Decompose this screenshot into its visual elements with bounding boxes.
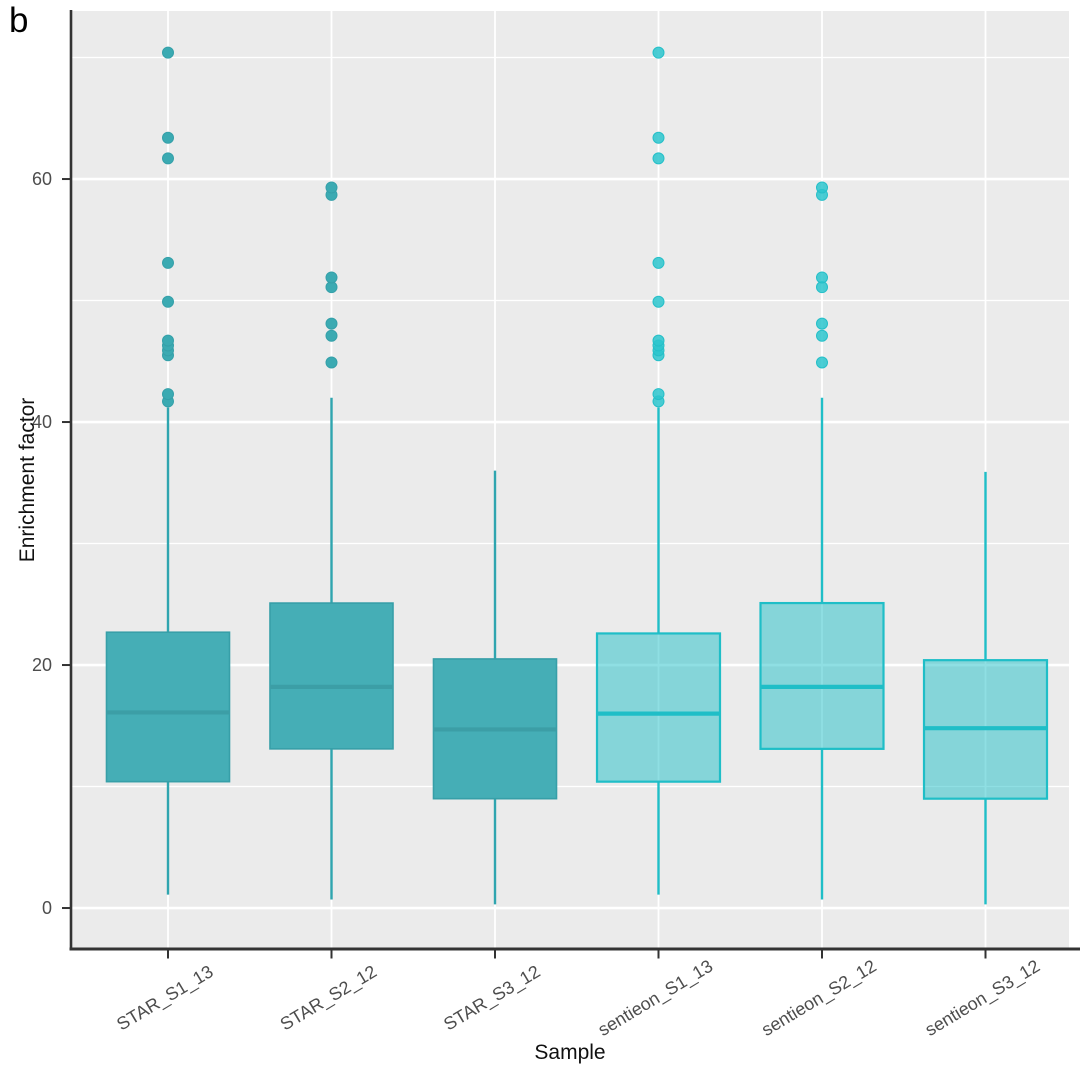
iqr-box <box>595 632 722 783</box>
y-tick-label: 20 <box>32 655 52 675</box>
iqr-box <box>759 601 885 750</box>
outlier-dot <box>162 388 174 401</box>
outlier-dot <box>162 295 174 308</box>
outlier-dot <box>816 271 828 284</box>
x-tick-label: STAR_S1_13 <box>113 961 217 1035</box>
x-tick-label: STAR_S3_12 <box>440 961 544 1035</box>
panel-label: b <box>9 1 29 40</box>
outlier-dot <box>325 181 338 194</box>
x-tick-label: sentieon_S3_12 <box>921 956 1043 1041</box>
outlier-dot <box>652 388 665 401</box>
outlier-dot <box>652 46 665 59</box>
x-tick-label: sentieon_S1_13 <box>594 956 716 1041</box>
iqr-box <box>105 631 231 783</box>
outlier-dot <box>325 329 338 342</box>
outlier-dot <box>816 356 828 369</box>
iqr-box <box>269 602 394 750</box>
x-tick-label: STAR_S2_12 <box>277 961 381 1035</box>
y-tick-label: 0 <box>42 898 52 918</box>
outlier-dot <box>652 131 665 144</box>
outlier-dot <box>162 131 174 144</box>
y-axis-title: Enrichment factor <box>16 397 39 563</box>
outlier-dot <box>816 329 828 342</box>
x-axis-title: Sample <box>534 1041 606 1064</box>
outlier-dot <box>162 152 174 165</box>
outlier-dot <box>325 356 338 369</box>
outlier-dot <box>325 317 338 330</box>
outlier-dot <box>162 256 174 269</box>
outlier-dot <box>816 181 828 194</box>
boxplot-sentieon_S1_13 <box>595 46 722 895</box>
outlier-dot <box>162 334 174 347</box>
plot-panel <box>72 11 1069 948</box>
outlier-dot <box>162 46 174 59</box>
boxplot-STAR_S3_12 <box>432 470 558 905</box>
boxplot-STAR_S2_12 <box>269 181 394 900</box>
y-tick-label: 60 <box>32 169 52 189</box>
y-tick-label: 40 <box>32 412 52 432</box>
outlier-dot <box>325 271 338 284</box>
boxplot-sentieon_S2_12 <box>759 181 885 900</box>
boxplot-STAR_S1_13 <box>105 46 231 895</box>
outlier-dot <box>816 317 828 330</box>
outlier-dot <box>652 152 665 165</box>
outlier-dot <box>652 334 665 347</box>
x-tick-label: sentieon_S2_12 <box>758 956 880 1041</box>
outlier-dot <box>652 295 665 308</box>
boxplot-sentieon_S3_12 <box>922 471 1049 905</box>
outlier-dot <box>652 256 665 269</box>
